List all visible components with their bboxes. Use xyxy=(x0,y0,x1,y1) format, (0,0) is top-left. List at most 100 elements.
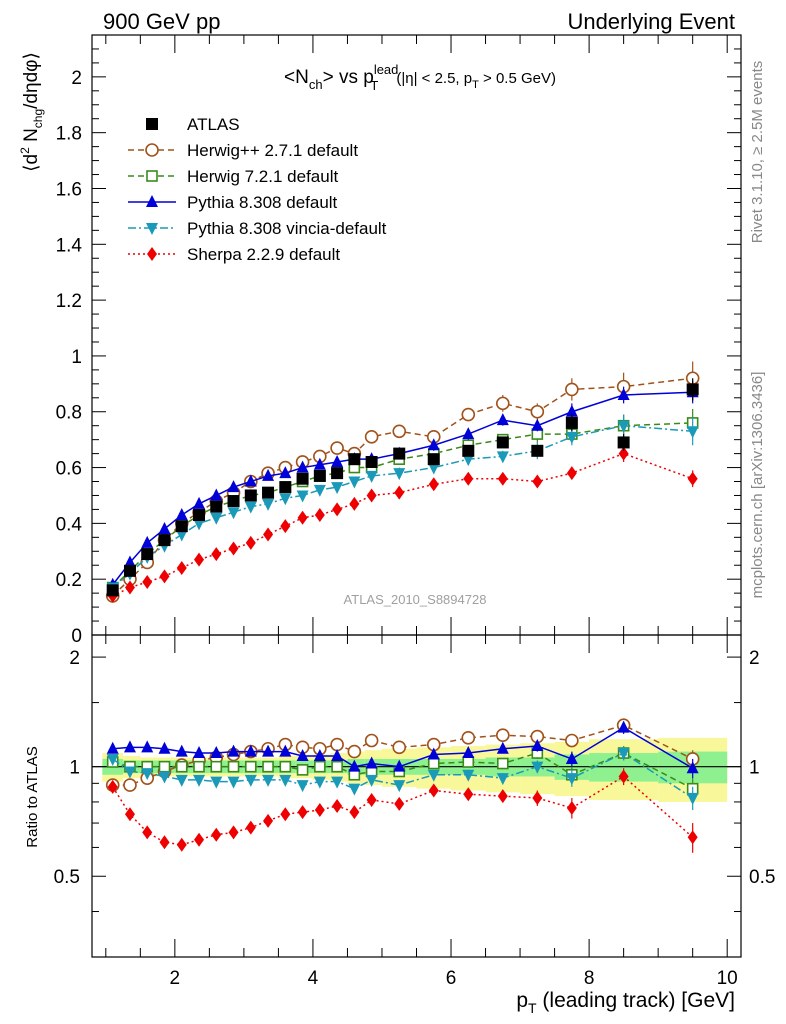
data-point xyxy=(463,471,474,486)
data-point xyxy=(263,527,274,542)
ratio-point xyxy=(463,787,474,802)
ratio-point xyxy=(565,733,579,748)
data-point xyxy=(364,430,379,444)
main-y-tick-label: 1.2 xyxy=(56,291,82,312)
data-point xyxy=(531,444,544,457)
data-point xyxy=(262,498,275,511)
data-point xyxy=(227,480,240,493)
title-mid: > vs p xyxy=(323,67,374,88)
ratio-point xyxy=(686,793,699,806)
title-p-sup: lead xyxy=(374,62,399,77)
ratio-point xyxy=(279,760,292,773)
data-point xyxy=(227,495,240,508)
legend-marker xyxy=(146,170,158,182)
data-point xyxy=(159,569,170,584)
data-point xyxy=(427,462,440,475)
ratio-series-sherpa-2-2-9-default xyxy=(107,768,698,853)
data-point xyxy=(462,444,475,457)
ratio-point xyxy=(280,807,291,822)
data-point xyxy=(365,455,378,468)
ratio-point xyxy=(364,733,379,748)
ratio-point xyxy=(194,832,205,847)
ratio-point xyxy=(193,774,206,787)
ratio-point xyxy=(394,796,405,811)
data-point xyxy=(280,519,291,534)
ratio-point xyxy=(158,760,171,773)
ratio-point xyxy=(461,731,476,745)
data-point xyxy=(210,488,223,501)
ratio-point xyxy=(244,774,257,787)
main-plot-area: 0 0.2 0.4 0.6 0.8 1 1.2 1.4 1.6 1.8 2 xyxy=(56,34,742,647)
ratio-point xyxy=(686,761,699,774)
ratio-point xyxy=(227,744,240,757)
x-tick-label: 8 xyxy=(584,968,595,989)
data-point xyxy=(531,418,544,431)
series-atlas xyxy=(106,378,699,597)
ylabel-sub: chg xyxy=(31,109,45,128)
xlabel-sub: T xyxy=(528,1000,537,1016)
ratio-point xyxy=(496,728,510,743)
ratio-point xyxy=(565,751,578,764)
ratio-point xyxy=(617,720,630,733)
ratio-point xyxy=(279,774,292,787)
ratio-series-pythia-8-308-default xyxy=(106,720,699,779)
ratio-point xyxy=(347,744,362,759)
legend-label: ATLAS xyxy=(187,115,240,134)
ratio-point xyxy=(175,744,188,757)
ratio-y-tick-label-left: 2 xyxy=(69,648,80,669)
legend-label: Herwig 7.2.1 default xyxy=(187,167,338,186)
data-point xyxy=(496,413,509,426)
ratio-point xyxy=(297,805,308,820)
data-point xyxy=(244,489,257,502)
analysis-watermark: ATLAS_2010_S8894728 xyxy=(344,592,487,607)
legend-entry-pythia-8-308-vincia-default: Pythia 8.308 vincia-default xyxy=(128,219,387,238)
ratio-point xyxy=(331,760,343,773)
ratio-point xyxy=(141,768,154,781)
data-point xyxy=(141,548,154,561)
ratio-point xyxy=(566,800,577,815)
ratio-point xyxy=(332,798,343,813)
ratio-point xyxy=(348,783,361,796)
ratio-y-axis-label: Ratio to ATLAS xyxy=(24,746,41,847)
ratio-point xyxy=(462,756,475,768)
data-point xyxy=(296,460,309,473)
data-point xyxy=(193,496,206,509)
ratio-point xyxy=(106,753,119,766)
ratio-point xyxy=(366,792,377,807)
ratio-point xyxy=(392,740,407,755)
data-point xyxy=(462,427,475,440)
ratio-point xyxy=(158,771,171,784)
legend-marker xyxy=(147,247,157,261)
main-y-tick-label: 0.4 xyxy=(56,514,83,535)
title-cuts-sub: T xyxy=(472,79,479,91)
title-observable-sub: ch xyxy=(309,77,323,92)
data-point xyxy=(565,431,578,444)
xlabel-p: p xyxy=(516,989,528,1012)
legend: ATLAS Herwig++ 2.7.1 default Herwig 7.2.1 … xyxy=(128,115,387,264)
data-point xyxy=(617,436,630,449)
x-tick-label: 6 xyxy=(446,968,457,989)
ratio-point xyxy=(124,807,135,822)
data-point xyxy=(176,561,187,576)
ratio-point xyxy=(296,764,309,776)
data-point xyxy=(565,416,578,429)
ratio-point xyxy=(428,783,439,798)
ratio-point xyxy=(123,740,136,753)
title-cuts-b: > 0.5 GeV) xyxy=(479,70,556,87)
data-point xyxy=(349,496,360,511)
legend-entry-sherpa-2-2-9-default: Sherpa 2.2.9 default xyxy=(128,245,340,264)
ratio-y-tick-label-left: 1 xyxy=(69,758,80,779)
x-tick-label: 10 xyxy=(717,968,738,989)
legend-label: Sherpa 2.2.9 default xyxy=(187,245,340,264)
ratio-y-tick-label-right: 1 xyxy=(749,758,760,779)
data-point xyxy=(210,512,223,525)
title-cuts-a: (|η| < 2.5, p xyxy=(396,70,472,87)
data-point xyxy=(244,501,257,514)
ratio-point xyxy=(565,773,578,786)
data-point xyxy=(496,436,509,449)
data-point xyxy=(530,404,545,419)
rivet-label: Rivet 3.1.10, ≥ 2.5M events xyxy=(749,61,766,244)
x-tick-label: 2 xyxy=(170,968,181,989)
main-y-tick-label: 0.6 xyxy=(56,459,82,480)
